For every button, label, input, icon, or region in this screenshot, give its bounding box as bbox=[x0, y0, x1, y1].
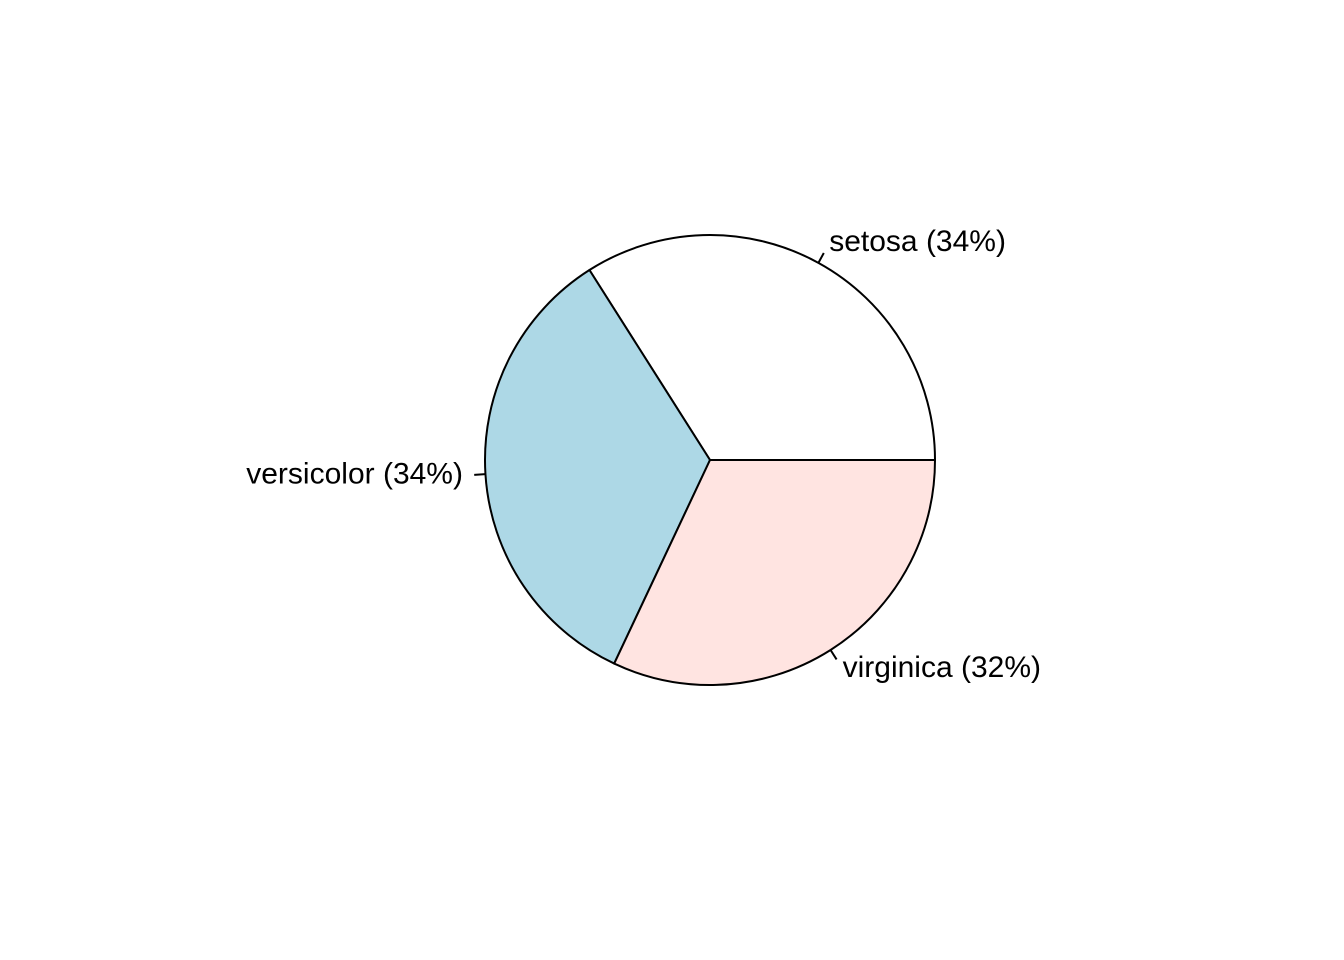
leader-line-virginica bbox=[829, 649, 838, 661]
leaders-layer bbox=[474, 252, 838, 661]
pie-slice-versicolor bbox=[484, 269, 711, 665]
slice-label-virginica: virginica (32%) bbox=[843, 651, 1041, 684]
slice-label-setosa: setosa (34%) bbox=[829, 225, 1006, 258]
pie-slice-setosa bbox=[588, 234, 936, 461]
slice-label-versicolor: versicolor (34%) bbox=[246, 457, 463, 490]
labels-layer: setosa (34%) versicolor (34%) virginica (3… bbox=[246, 225, 1041, 684]
leader-line-versicolor bbox=[474, 473, 486, 476]
slices-layer bbox=[484, 234, 936, 686]
pie-slice-virginica bbox=[613, 459, 936, 686]
leader-line-setosa bbox=[817, 252, 825, 264]
